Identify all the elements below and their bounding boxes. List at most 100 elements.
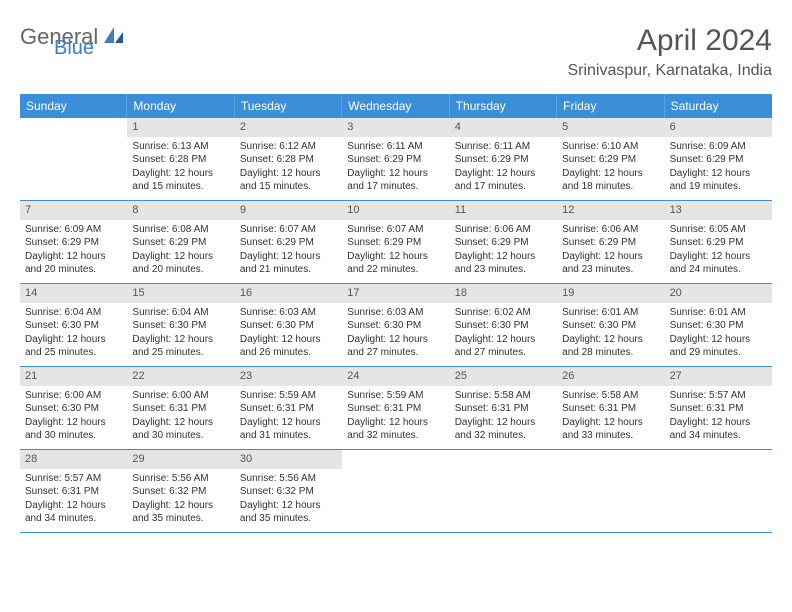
calendar-week: 21Sunrise: 6:00 AMSunset: 6:30 PMDayligh… <box>20 367 772 450</box>
daylight-text: Daylight: 12 hours and 31 minutes. <box>240 416 337 443</box>
daylight-text: Daylight: 12 hours and 27 minutes. <box>455 333 552 360</box>
day-details: Sunrise: 6:01 AMSunset: 6:30 PMDaylight:… <box>665 303 772 365</box>
calendar-cell: 20Sunrise: 6:01 AMSunset: 6:30 PMDayligh… <box>665 284 772 366</box>
daylight-text: Daylight: 12 hours and 15 minutes. <box>240 167 337 194</box>
day-number: 2 <box>235 118 342 137</box>
sunset-text: Sunset: 6:31 PM <box>240 402 337 416</box>
day-number: 12 <box>557 201 664 220</box>
day-details: Sunrise: 5:57 AMSunset: 6:31 PMDaylight:… <box>20 469 127 531</box>
sunrise-text: Sunrise: 6:06 AM <box>562 223 659 237</box>
day-details: Sunrise: 6:10 AMSunset: 6:29 PMDaylight:… <box>557 137 664 199</box>
calendar-cell <box>342 450 449 532</box>
daylight-text: Daylight: 12 hours and 19 minutes. <box>670 167 767 194</box>
day-number: 3 <box>342 118 449 137</box>
day-details: Sunrise: 5:59 AMSunset: 6:31 PMDaylight:… <box>342 386 449 448</box>
day-number: 19 <box>557 284 664 303</box>
day-number: 29 <box>127 450 234 469</box>
sunset-text: Sunset: 6:30 PM <box>25 319 122 333</box>
day-number: 28 <box>20 450 127 469</box>
sunset-text: Sunset: 6:29 PM <box>455 236 552 250</box>
calendar-cell <box>665 450 772 532</box>
sunset-text: Sunset: 6:31 PM <box>455 402 552 416</box>
sunrise-text: Sunrise: 5:56 AM <box>240 472 337 486</box>
day-details: Sunrise: 6:09 AMSunset: 6:29 PMDaylight:… <box>665 137 772 199</box>
sunrise-text: Sunrise: 6:04 AM <box>132 306 229 320</box>
day-number: 15 <box>127 284 234 303</box>
sunrise-text: Sunrise: 6:08 AM <box>132 223 229 237</box>
calendar-cell: 3Sunrise: 6:11 AMSunset: 6:29 PMDaylight… <box>342 118 449 200</box>
sunset-text: Sunset: 6:29 PM <box>562 153 659 167</box>
daylight-text: Daylight: 12 hours and 20 minutes. <box>132 250 229 277</box>
sunrise-text: Sunrise: 5:57 AM <box>670 389 767 403</box>
sunrise-text: Sunrise: 6:00 AM <box>25 389 122 403</box>
sunset-text: Sunset: 6:30 PM <box>347 319 444 333</box>
day-header-wed: Wednesday <box>342 94 449 118</box>
calendar-week: 28Sunrise: 5:57 AMSunset: 6:31 PMDayligh… <box>20 450 772 533</box>
daylight-text: Daylight: 12 hours and 22 minutes. <box>347 250 444 277</box>
day-number: 4 <box>450 118 557 137</box>
day-details: Sunrise: 6:11 AMSunset: 6:29 PMDaylight:… <box>450 137 557 199</box>
calendar-cell: 10Sunrise: 6:07 AMSunset: 6:29 PMDayligh… <box>342 201 449 283</box>
sunrise-text: Sunrise: 6:09 AM <box>670 140 767 154</box>
daylight-text: Daylight: 12 hours and 23 minutes. <box>562 250 659 277</box>
day-header-sat: Saturday <box>665 94 772 118</box>
calendar-cell: 26Sunrise: 5:58 AMSunset: 6:31 PMDayligh… <box>557 367 664 449</box>
daylight-text: Daylight: 12 hours and 17 minutes. <box>347 167 444 194</box>
day-details: Sunrise: 6:09 AMSunset: 6:29 PMDaylight:… <box>20 220 127 282</box>
daylight-text: Daylight: 12 hours and 18 minutes. <box>562 167 659 194</box>
daylight-text: Daylight: 12 hours and 33 minutes. <box>562 416 659 443</box>
sunset-text: Sunset: 6:31 PM <box>347 402 444 416</box>
day-number: 27 <box>665 367 772 386</box>
sunrise-text: Sunrise: 6:07 AM <box>347 223 444 237</box>
weeks-container: 1Sunrise: 6:13 AMSunset: 6:28 PMDaylight… <box>20 118 772 533</box>
daylight-text: Daylight: 12 hours and 27 minutes. <box>347 333 444 360</box>
sunrise-text: Sunrise: 6:07 AM <box>240 223 337 237</box>
month-title: April 2024 <box>567 24 772 58</box>
day-details: Sunrise: 5:59 AMSunset: 6:31 PMDaylight:… <box>235 386 342 448</box>
daylight-text: Daylight: 12 hours and 17 minutes. <box>455 167 552 194</box>
daylight-text: Daylight: 12 hours and 32 minutes. <box>347 416 444 443</box>
calendar-cell: 2Sunrise: 6:12 AMSunset: 6:28 PMDaylight… <box>235 118 342 200</box>
daylight-text: Daylight: 12 hours and 25 minutes. <box>132 333 229 360</box>
sunset-text: Sunset: 6:30 PM <box>25 402 122 416</box>
sunrise-text: Sunrise: 6:09 AM <box>25 223 122 237</box>
sunset-text: Sunset: 6:28 PM <box>132 153 229 167</box>
day-details: Sunrise: 6:08 AMSunset: 6:29 PMDaylight:… <box>127 220 234 282</box>
day-details: Sunrise: 5:58 AMSunset: 6:31 PMDaylight:… <box>557 386 664 448</box>
day-number: 8 <box>127 201 234 220</box>
day-header-mon: Monday <box>127 94 234 118</box>
daylight-text: Daylight: 12 hours and 15 minutes. <box>132 167 229 194</box>
sunset-text: Sunset: 6:31 PM <box>132 402 229 416</box>
day-number: 9 <box>235 201 342 220</box>
calendar-cell: 18Sunrise: 6:02 AMSunset: 6:30 PMDayligh… <box>450 284 557 366</box>
day-details: Sunrise: 6:03 AMSunset: 6:30 PMDaylight:… <box>235 303 342 365</box>
day-details: Sunrise: 6:07 AMSunset: 6:29 PMDaylight:… <box>342 220 449 282</box>
sunrise-text: Sunrise: 6:01 AM <box>670 306 767 320</box>
calendar-cell: 22Sunrise: 6:00 AMSunset: 6:31 PMDayligh… <box>127 367 234 449</box>
day-number: 17 <box>342 284 449 303</box>
sunset-text: Sunset: 6:31 PM <box>670 402 767 416</box>
calendar-cell: 4Sunrise: 6:11 AMSunset: 6:29 PMDaylight… <box>450 118 557 200</box>
daylight-text: Daylight: 12 hours and 23 minutes. <box>455 250 552 277</box>
sunset-text: Sunset: 6:30 PM <box>132 319 229 333</box>
calendar-cell <box>450 450 557 532</box>
daylight-text: Daylight: 12 hours and 24 minutes. <box>670 250 767 277</box>
day-details: Sunrise: 6:07 AMSunset: 6:29 PMDaylight:… <box>235 220 342 282</box>
day-number: 25 <box>450 367 557 386</box>
day-number: 26 <box>557 367 664 386</box>
day-details: Sunrise: 6:05 AMSunset: 6:29 PMDaylight:… <box>665 220 772 282</box>
sunrise-text: Sunrise: 5:59 AM <box>347 389 444 403</box>
day-number: 7 <box>20 201 127 220</box>
calendar-cell: 29Sunrise: 5:56 AMSunset: 6:32 PMDayligh… <box>127 450 234 532</box>
calendar-cell: 25Sunrise: 5:58 AMSunset: 6:31 PMDayligh… <box>450 367 557 449</box>
day-details: Sunrise: 6:04 AMSunset: 6:30 PMDaylight:… <box>127 303 234 365</box>
day-details: Sunrise: 6:06 AMSunset: 6:29 PMDaylight:… <box>557 220 664 282</box>
day-number: 5 <box>557 118 664 137</box>
daylight-text: Daylight: 12 hours and 20 minutes. <box>25 250 122 277</box>
day-number: 10 <box>342 201 449 220</box>
calendar-cell: 30Sunrise: 5:56 AMSunset: 6:32 PMDayligh… <box>235 450 342 532</box>
calendar-cell: 7Sunrise: 6:09 AMSunset: 6:29 PMDaylight… <box>20 201 127 283</box>
daylight-text: Daylight: 12 hours and 30 minutes. <box>132 416 229 443</box>
day-header-thu: Thursday <box>450 94 557 118</box>
day-number: 11 <box>450 201 557 220</box>
